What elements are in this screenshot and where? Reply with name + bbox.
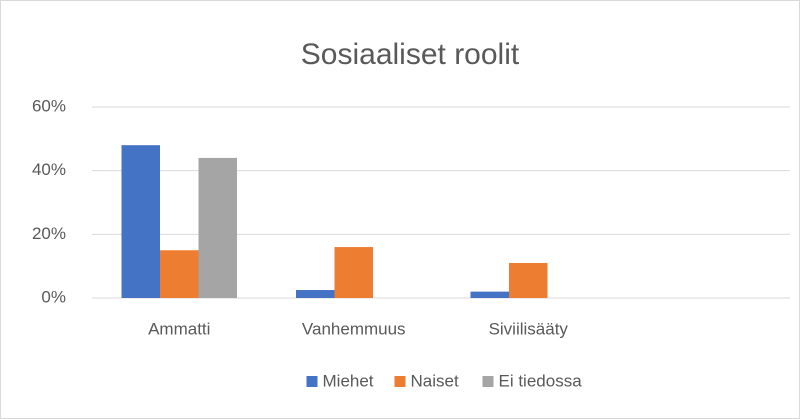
x-tick-label: Vanhemmuus [302,319,406,338]
y-tick-label: 60% [32,96,66,115]
legend-swatch [482,376,494,387]
bar [121,145,160,298]
y-tick-label: 20% [32,224,66,243]
legend-label: Naiset [411,371,459,390]
bar [509,262,548,298]
bar [296,290,335,298]
bar [334,247,373,298]
y-tick-label: 40% [32,160,66,179]
bar [198,157,237,298]
x-tick-label: Ammatti [148,319,210,338]
x-tick-label: Siviilisääty [489,319,569,338]
legend-swatch [394,376,406,387]
y-tick-label: 0% [41,287,66,306]
legend-swatch [306,376,318,387]
legend-label: Ei tiedossa [499,371,583,390]
bar [470,291,509,298]
chart-title: Sosiaaliset roolit [301,38,520,71]
legend-label: Miehet [323,371,374,390]
bar [160,250,199,298]
